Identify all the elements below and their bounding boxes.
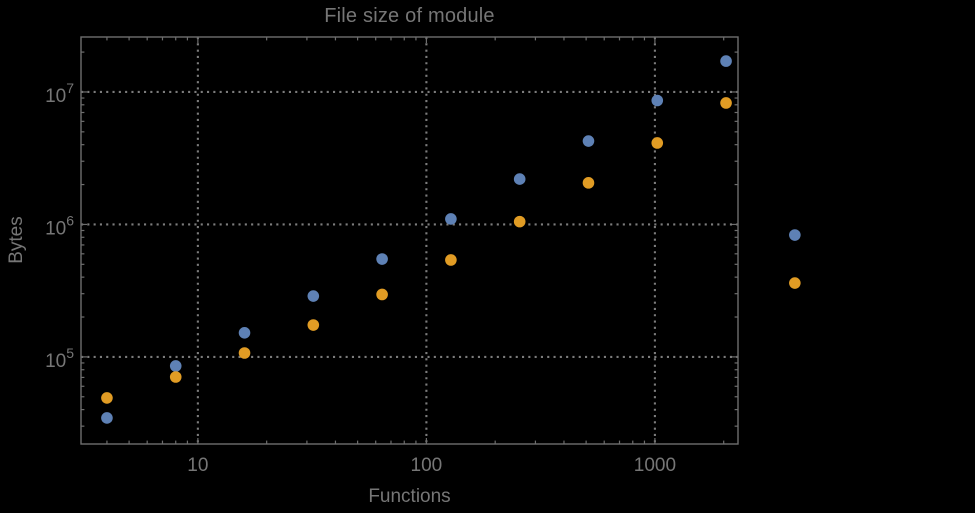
data-point-blue-series: [789, 229, 801, 241]
data-point-orange-series: [445, 254, 457, 266]
y-tick-label: 107: [45, 80, 74, 107]
chart-title: File size of module: [324, 5, 495, 27]
data-point-orange-series: [582, 177, 595, 189]
data-point-orange-series: [789, 277, 801, 289]
x-tick-label: 100: [411, 455, 443, 476]
data-point-blue-series: [101, 412, 113, 424]
data-point-orange-series: [238, 347, 251, 359]
plot-frame: [80, 36, 739, 445]
data-point-blue-series: [169, 360, 182, 372]
data-point-blue-series: [445, 213, 457, 225]
data-point-orange-series: [101, 392, 113, 404]
data-point-blue-series: [513, 173, 526, 185]
data-point-blue-series: [582, 135, 595, 147]
data-point-blue-series: [307, 290, 320, 302]
data-point-orange-series: [720, 97, 732, 109]
data-point-blue-series: [376, 253, 388, 265]
data-point-orange-series: [651, 137, 664, 149]
x-axis-label: Functions: [368, 486, 451, 507]
data-point-orange-series: [513, 215, 526, 228]
y-tick-label: 106: [45, 212, 74, 239]
data-point-orange-series: [307, 319, 320, 331]
data-point-blue-series: [651, 94, 664, 107]
data-point-blue-series: [238, 327, 251, 339]
x-tick-label: 10: [187, 455, 208, 476]
y-tick-label: 105: [45, 345, 74, 372]
data-point-blue-series: [720, 55, 732, 67]
x-tick-label: 1000: [634, 455, 676, 476]
data-point-orange-series: [169, 371, 182, 383]
data-point-orange-series: [376, 288, 388, 301]
